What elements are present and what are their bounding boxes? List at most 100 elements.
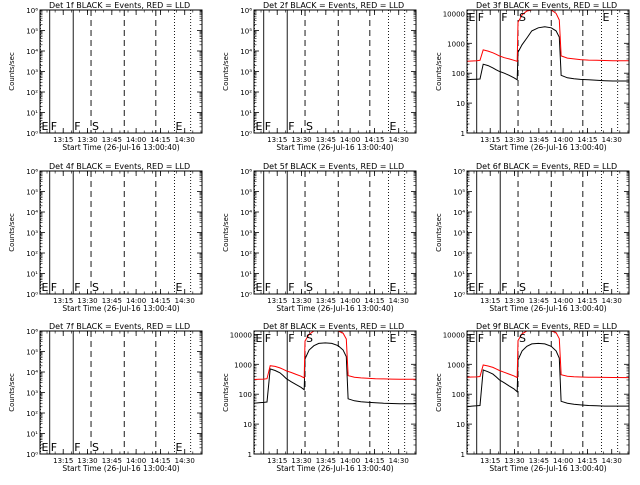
y-axis-label: Counts/sec xyxy=(435,213,443,252)
y-tick-label: 10⁶ xyxy=(453,168,465,176)
x-tick-label: 13:30 xyxy=(291,297,311,305)
series-events xyxy=(253,342,416,405)
x-tick-label: 13:45 xyxy=(316,297,336,305)
x-axis-label: Start Time (26-Jul-16 13:00:40) xyxy=(62,464,179,473)
x-tick-label: 14:30 xyxy=(602,297,622,305)
x-tick-label: 14:30 xyxy=(602,136,622,144)
y-axis-label: Counts/sec xyxy=(8,373,16,412)
panel-title: Det 9f BLACK = Events, RED = LLD xyxy=(476,322,617,331)
y-tick-label: 10¹ xyxy=(26,431,38,439)
y-tick-label: 10⁴ xyxy=(240,209,252,217)
y-tick-label: 10⁴ xyxy=(26,48,38,56)
y-tick-label: 10000 xyxy=(230,331,252,339)
y-tick-label: 10⁵ xyxy=(26,28,38,36)
y-tick-label: 10⁰ xyxy=(26,451,38,459)
panel-8: Det 8f BLACK = Events, RED = LLD 1 10 100 10… xyxy=(222,322,417,473)
x-tick-label: 13:30 xyxy=(77,136,97,144)
event-marker-label: F xyxy=(288,120,294,133)
x-tick-label: 14:00 xyxy=(553,136,573,144)
x-axis-label: Start Time (26-Jul-16 13:00:40) xyxy=(62,143,179,152)
panel-6: Det 6f BLACK = Events, RED = LLD 10⁰ 10¹ 10… xyxy=(435,162,630,313)
x-tick-label: 13:30 xyxy=(77,457,97,465)
event-marker-label: E xyxy=(175,441,182,454)
event-marker-label: S xyxy=(519,332,526,345)
x-axis-label: Start Time (26-Jul-16 13:00:40) xyxy=(489,143,606,152)
y-tick-label: 100 xyxy=(452,391,465,399)
event-marker-label: E xyxy=(468,281,475,294)
x-tick-label: 13:45 xyxy=(102,136,122,144)
x-tick-label: 13:45 xyxy=(316,457,336,465)
x-tick-label: 14:00 xyxy=(340,136,360,144)
plot-frame xyxy=(39,330,203,455)
event-marker-label: E xyxy=(468,11,475,24)
x-tick-label: 13:15 xyxy=(267,297,287,305)
y-tick-label: 10¹ xyxy=(453,271,465,279)
y-tick-label: 100 xyxy=(452,70,465,78)
series-events xyxy=(466,342,629,408)
plot-frame xyxy=(253,330,417,455)
event-marker-label: F xyxy=(478,332,484,345)
y-tick-label: 10 xyxy=(243,421,252,429)
panel-title: Det 3f BLACK = Events, RED = LLD xyxy=(476,1,617,10)
x-axis-label: Start Time (26-Jul-16 13:00:40) xyxy=(276,304,393,313)
event-marker-label: F xyxy=(501,332,507,345)
y-tick-label: 10⁴ xyxy=(26,369,38,377)
y-tick-label: 10⁶ xyxy=(26,328,38,336)
x-tick-label: 13:30 xyxy=(77,297,97,305)
y-tick-label: 10¹ xyxy=(240,110,252,118)
x-tick-label: 14:15 xyxy=(150,136,170,144)
panel-7: Det 7f BLACK = Events, RED = LLD 10⁰ 10¹ 10… xyxy=(8,322,203,473)
plot-frame xyxy=(466,330,630,455)
event-marker-label: S xyxy=(306,281,313,294)
event-marker-label: E xyxy=(602,281,609,294)
y-tick-label: 10³ xyxy=(240,230,252,238)
x-tick-label: 14:00 xyxy=(126,297,146,305)
event-marker-label: E xyxy=(41,120,48,133)
y-tick-label: 10² xyxy=(453,250,465,258)
event-marker-label: F xyxy=(501,281,507,294)
panel-title: Det 6f BLACK = Events, RED = LLD xyxy=(476,162,617,171)
panel-2: Det 2f BLACK = Events, RED = LLD 10⁰ 10¹ 10… xyxy=(222,1,417,152)
y-tick-label: 1000 xyxy=(234,361,252,369)
y-tick-label: 10³ xyxy=(240,69,252,77)
y-tick-label: 10⁵ xyxy=(26,349,38,357)
event-marker-label: E xyxy=(602,11,609,24)
y-tick-label: 10¹ xyxy=(26,110,38,118)
panel-title: Det 5f BLACK = Events, RED = LLD xyxy=(263,162,404,171)
y-tick-label: 10⁶ xyxy=(26,168,38,176)
x-tick-label: 13:30 xyxy=(504,297,524,305)
x-tick-label: 13:30 xyxy=(291,136,311,144)
y-tick-label: 1000 xyxy=(447,40,465,48)
x-tick-label: 14:15 xyxy=(577,457,597,465)
y-tick-label: 10⁰ xyxy=(26,291,38,299)
y-tick-label: 10⁰ xyxy=(26,130,38,138)
x-tick-label: 13:15 xyxy=(480,136,500,144)
y-tick-label: 10⁰ xyxy=(240,291,252,299)
event-marker-label: E xyxy=(175,120,182,133)
y-tick-label: 10² xyxy=(240,89,252,97)
event-marker-label: E xyxy=(41,281,48,294)
x-tick-label: 13:30 xyxy=(504,136,524,144)
x-tick-label: 13:15 xyxy=(480,297,500,305)
event-marker-label: E xyxy=(602,332,609,345)
event-marker-label: S xyxy=(92,281,99,294)
y-tick-label: 10⁶ xyxy=(26,7,38,15)
y-tick-label: 10 xyxy=(456,100,465,108)
plot-frame xyxy=(466,9,630,134)
x-tick-label: 13:45 xyxy=(102,457,122,465)
y-axis-label: Counts/sec xyxy=(222,373,230,412)
panel-title: Det 7f BLACK = Events, RED = LLD xyxy=(49,322,190,331)
x-tick-label: 14:00 xyxy=(553,297,573,305)
x-axis-label: Start Time (26-Jul-16 13:00:40) xyxy=(489,464,606,473)
y-tick-label: 10³ xyxy=(453,230,465,238)
x-tick-label: 13:45 xyxy=(316,136,336,144)
panel-1: Det 1f BLACK = Events, RED = LLD 10⁰ 10¹ 10… xyxy=(8,1,203,152)
event-marker-label: F xyxy=(478,11,484,24)
event-marker-label: F xyxy=(51,441,57,454)
x-tick-label: 13:30 xyxy=(504,457,524,465)
y-tick-label: 10³ xyxy=(26,230,38,238)
y-axis-label: Counts/sec xyxy=(435,52,443,91)
x-tick-label: 13:15 xyxy=(480,457,500,465)
